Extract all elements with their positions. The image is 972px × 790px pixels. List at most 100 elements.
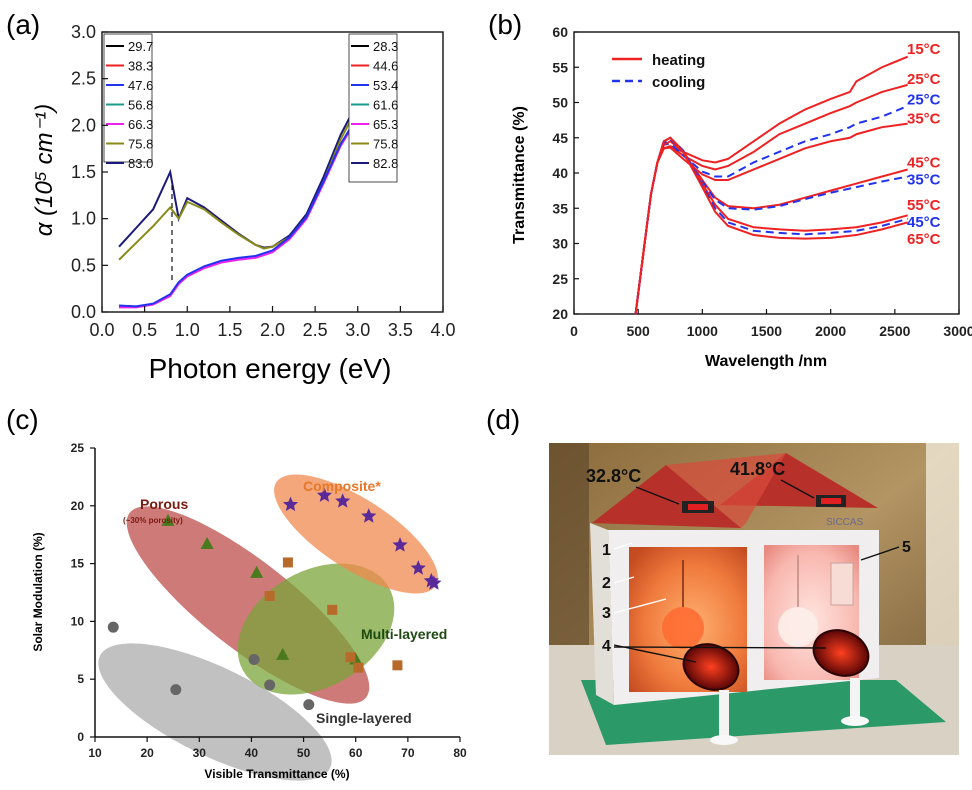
legend-label-a: 56.8 (128, 98, 153, 113)
series-line-b-5 (634, 137, 908, 315)
x-axis-title-a: Photon energy (eV) (149, 353, 392, 384)
label-multi-layered: Multi-layered (361, 626, 447, 642)
x-tick-label-b: 1000 (687, 323, 718, 339)
lamp-right (812, 629, 870, 677)
x-tick-label-a: 3.0 (345, 320, 370, 340)
y-tick-label-a: 0.5 (71, 255, 96, 275)
data-point-circle (170, 684, 182, 696)
y-tick-label-c: 0 (77, 730, 84, 744)
modulation-scatter-chart: (c) 10 20 30 40 50 60 70 80 0 5 10 15 20 25 Porous (~… (6, 404, 467, 781)
legend-label-a: 38.3 (128, 59, 153, 74)
x-tick-label-a: 2.5 (303, 320, 328, 340)
series-line-a-3 (118, 107, 367, 308)
x-tick-label-b: 500 (626, 323, 650, 339)
legend-label-a: 53.4 (373, 78, 398, 93)
series-line-b-1 (634, 83, 908, 315)
legend-box-left (103, 33, 153, 163)
legend-label-a: 75.8 (128, 137, 153, 152)
legend-label-a: 44.6 (373, 59, 398, 74)
y-tick-label-b: 55 (552, 59, 568, 75)
legend-label-b: heating (652, 52, 705, 69)
absorption-chart: (a) 29.7 38.3 47.6 56.8 66.3 75.8 83.0 28.3 44.6… (6, 9, 456, 384)
x-tick-label-c: 70 (401, 746, 415, 760)
panel-label-b: (b) (488, 9, 522, 40)
data-point-star (282, 496, 299, 512)
curve-temp-label: 65°C (907, 231, 941, 248)
callout-5: 5 (902, 539, 911, 556)
panel-b: (b) heating cooling 15°C 25°C 25°C 35°C 45°C 3… (486, 0, 972, 395)
y-tick-label-b: 20 (552, 306, 568, 322)
legend-label-a: 82.8 (373, 156, 398, 171)
curve-temp-label: 55°C (907, 197, 941, 214)
y-tick-label-a: 0.0 (71, 302, 96, 322)
x-tick-label-c: 40 (245, 746, 259, 760)
series-line-b-6 (634, 136, 908, 315)
panel-c: (c) 10 20 30 40 50 60 70 80 0 5 10 15 20 25 Porous (~… (0, 395, 486, 790)
curve-temp-label: 15°C (907, 41, 941, 58)
x-tick-label-b: 2500 (879, 323, 910, 339)
data-point-square (392, 660, 403, 671)
data-point-star (410, 560, 426, 575)
legend-label-a: 75.8 (373, 137, 398, 152)
plot-frame-b (573, 31, 960, 315)
legend-label-a: 47.6 (128, 78, 153, 93)
x-tick-label-a: 0.5 (132, 320, 157, 340)
y-tick-label-a: 3.0 (71, 22, 96, 42)
panel-label-c: (c) (6, 404, 39, 435)
panel-a: (a) 29.7 38.3 47.6 56.8 66.3 75.8 83.0 28.3 44.6… (0, 0, 486, 395)
label-porous-sub: (~30% porosity) (123, 516, 183, 525)
x-tick-label-a: 1.0 (175, 320, 200, 340)
x-tick-label-c: 10 (88, 746, 102, 760)
data-point-star (316, 487, 332, 502)
x-tick-label-b: 0 (570, 323, 578, 339)
data-point-circle (248, 654, 260, 666)
y-tick-label-c: 10 (71, 614, 85, 628)
y-tick-label-b: 50 (552, 95, 568, 111)
legend-label-a: 83.0 (128, 156, 153, 171)
curve-temp-label: 45°C (907, 155, 941, 172)
curve-temp-label: 35°C (907, 172, 941, 189)
x-tick-label-a: 4.0 (430, 320, 455, 340)
callout-1: 1 (602, 542, 611, 559)
data-point-circle (264, 679, 276, 691)
region-composite (274, 474, 438, 594)
y-tick-label-a: 1.5 (71, 162, 96, 182)
legend-box-right (348, 33, 398, 183)
data-point-square (282, 557, 293, 568)
lamp-stand-left (719, 690, 729, 738)
legend-label-b: cooling (652, 74, 705, 91)
panel-label-a: (a) (6, 9, 40, 40)
data-point-star (392, 537, 408, 552)
series-line-b-0 (634, 55, 909, 315)
y-tick-label-c: 5 (77, 672, 84, 686)
y-tick-label-c: 20 (71, 499, 85, 513)
x-tick-label-b: 3000 (943, 323, 972, 339)
series-line-b-7 (634, 136, 908, 315)
x-tick-label-b: 1500 (751, 323, 782, 339)
x-tick-label-a: 1.5 (217, 320, 242, 340)
data-point-star (426, 575, 442, 590)
data-point-square (264, 590, 275, 601)
curve-temp-label: 25°C (907, 91, 941, 108)
curve-temp-label: 35°C (907, 110, 941, 127)
lamp-left (682, 643, 740, 691)
temp-readout-right: 41.8°C (730, 459, 785, 479)
x-tick-label-a: 3.5 (388, 320, 413, 340)
data-point-triangle (250, 565, 264, 578)
legend-label-a: 66.3 (128, 117, 153, 132)
panel-d: (d) SICCAS 3 (486, 395, 972, 790)
y-tick-label-a: 2.5 (71, 69, 96, 89)
x-tick-label-a: 2.0 (260, 320, 285, 340)
data-point-square (327, 604, 338, 615)
series-line-b-3 (634, 122, 908, 315)
data-point-triangle (200, 536, 214, 549)
x-tick-label-c: 30 (193, 746, 207, 760)
x-tick-label-a: 0.0 (89, 320, 114, 340)
series-line-a-2 (119, 110, 367, 309)
data-point-triangle (161, 513, 175, 526)
y-tick-label-b: 40 (552, 165, 568, 181)
legend-label-a: 28.3 (373, 39, 398, 54)
series-line-b-4 (634, 140, 908, 315)
y-tick-label-b: 60 (552, 24, 568, 40)
